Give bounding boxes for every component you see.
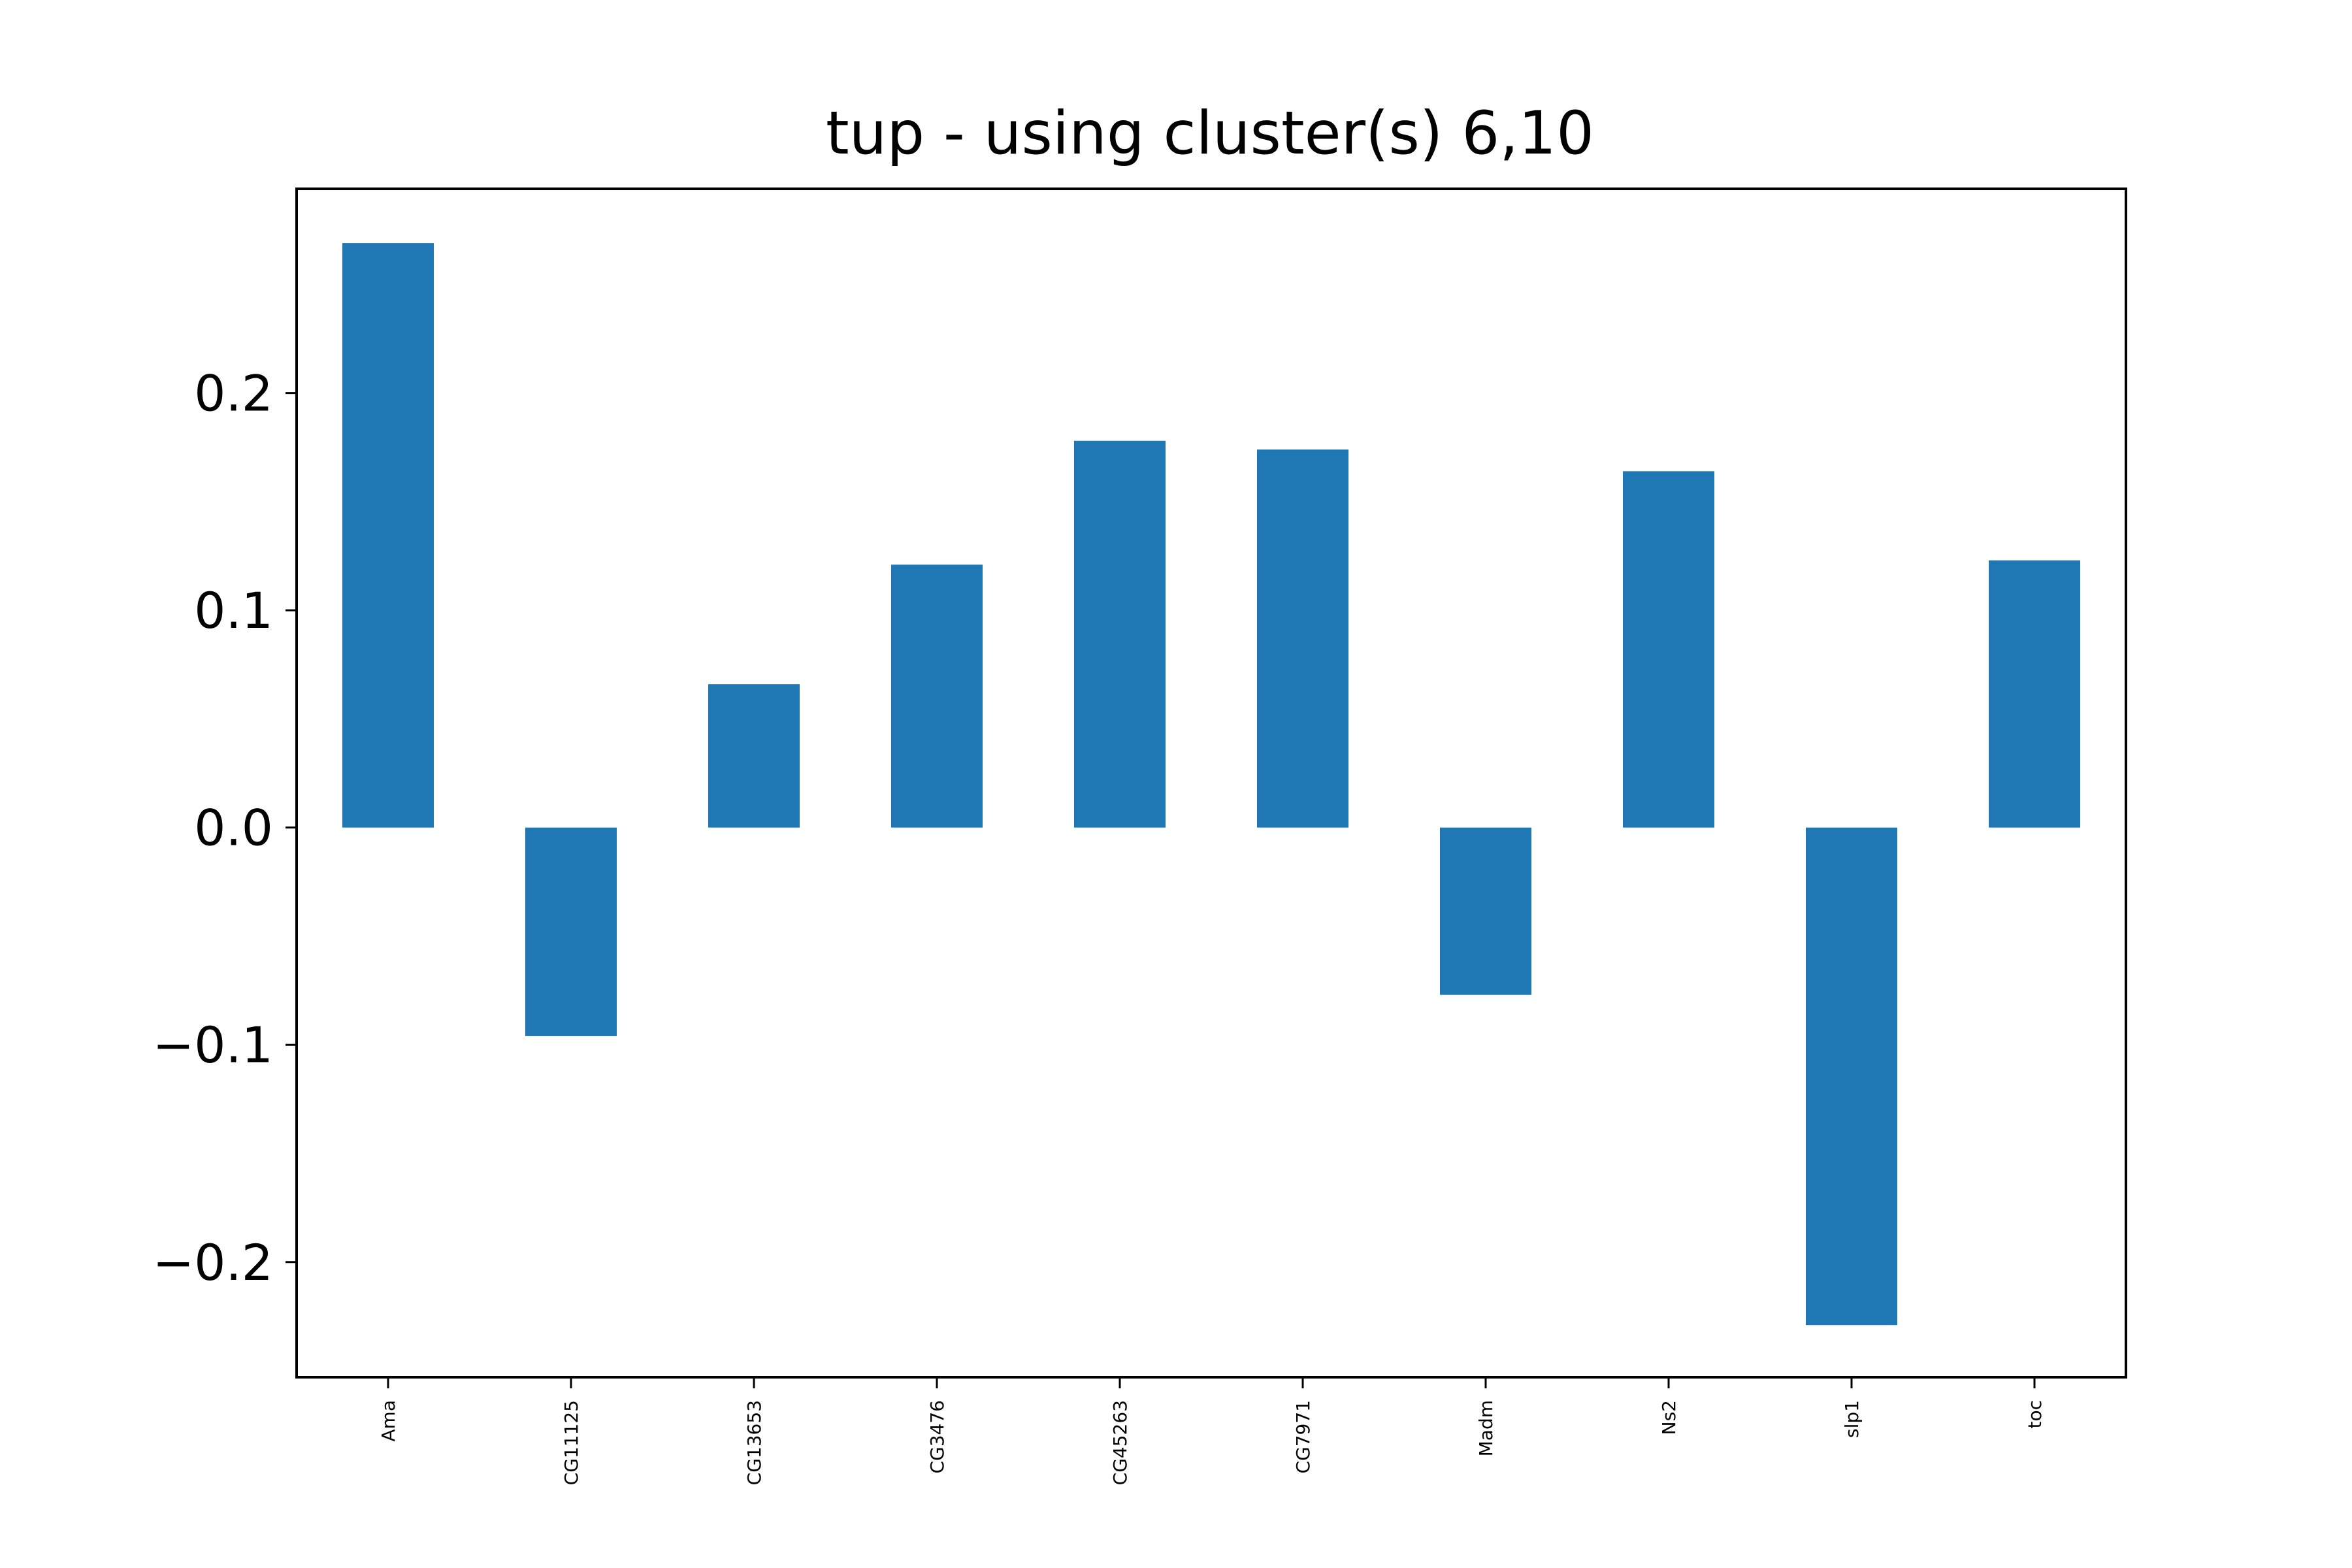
x-tick-label: Ns2 [1658, 1400, 1680, 1435]
bar-CG7971 [1257, 449, 1348, 828]
y-axis: −0.2 −0.1 0.0 0.1 0.2 [152, 365, 297, 1292]
x-tick-label: CG13653 [743, 1400, 765, 1485]
y-tick-label: 0.0 [194, 799, 273, 857]
bar-toc [1989, 560, 2080, 828]
bar-Ns2 [1623, 471, 1714, 828]
x-tick-label: slp1 [1841, 1400, 1863, 1438]
x-axis: Ama CG11125 CG13653 CG3476 CG45263 CG7971 Madm… [378, 1377, 2046, 1485]
y-tick-label: −0.1 [152, 1016, 273, 1074]
chart-title: tup - using cluster(s) 6,10 [826, 99, 1594, 168]
y-tick-label: 0.2 [194, 365, 273, 423]
bar-CG11125 [525, 827, 617, 1036]
bar-Ama [342, 243, 434, 828]
bar-CG13653 [708, 684, 800, 828]
x-tick-label: CG3476 [926, 1400, 948, 1474]
x-tick-label: CG7971 [1292, 1400, 1314, 1474]
x-tick-label: CG45263 [1109, 1400, 1131, 1485]
x-tick-label: CG11125 [561, 1400, 582, 1485]
y-tick-label: −0.2 [152, 1233, 273, 1292]
y-tick-label: 0.1 [194, 581, 273, 640]
plot-frame [295, 188, 2127, 1379]
bar-Madm [1440, 827, 1531, 995]
bar-slp1 [1806, 827, 1897, 1326]
bars [342, 243, 2080, 1326]
x-tick-label: Ama [378, 1400, 399, 1442]
bar-CG3476 [891, 564, 983, 828]
x-tick-label: Madm [1475, 1400, 1497, 1456]
bar-CG45263 [1074, 440, 1166, 828]
x-tick-label: toc [2024, 1400, 2046, 1429]
